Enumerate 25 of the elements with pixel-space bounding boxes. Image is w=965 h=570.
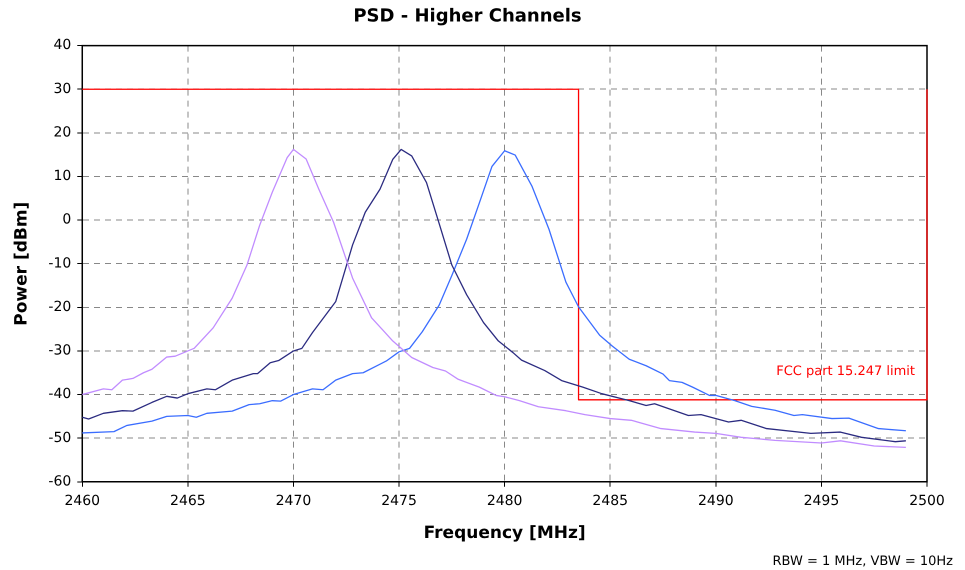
x-tick-label: 2490	[698, 492, 734, 509]
text: RBW = 1 MHz, VBW = 10Hz	[772, 554, 954, 569]
y-tick-label: -40	[48, 386, 72, 402]
y-tick-label: 10	[53, 168, 72, 184]
y-tick-label: 40	[53, 37, 72, 54]
y-tick-label: -60	[48, 473, 72, 490]
y-tick-label: -10	[48, 255, 72, 272]
x-tick-label: 2485	[592, 492, 628, 509]
x-tick-label: 2500	[909, 492, 945, 509]
y-axis-title: Power [dBm]	[12, 202, 32, 326]
y-tick-label: 30	[53, 80, 72, 97]
y-tick-label: 20	[53, 124, 72, 140]
x-tick-label: 2475	[381, 492, 417, 509]
annotation: FCC part 15.247 limit	[776, 364, 915, 379]
x-tick-label: 2465	[170, 492, 206, 509]
y-tick-label: -30	[48, 342, 72, 359]
chart-title: PSD - Higher Channels	[353, 5, 582, 26]
x-tick-label: 2480	[486, 492, 522, 509]
y-tick-label: -50	[48, 430, 72, 446]
x-tick-label: 2470	[276, 492, 312, 509]
y-tick-label: 0	[62, 212, 72, 228]
x-tick-label: 2495	[804, 492, 840, 509]
x-axis-title: Frequency [MHz]	[424, 523, 586, 544]
y-tick-label: -20	[48, 298, 72, 315]
x-tick-label: 2460	[64, 492, 100, 509]
